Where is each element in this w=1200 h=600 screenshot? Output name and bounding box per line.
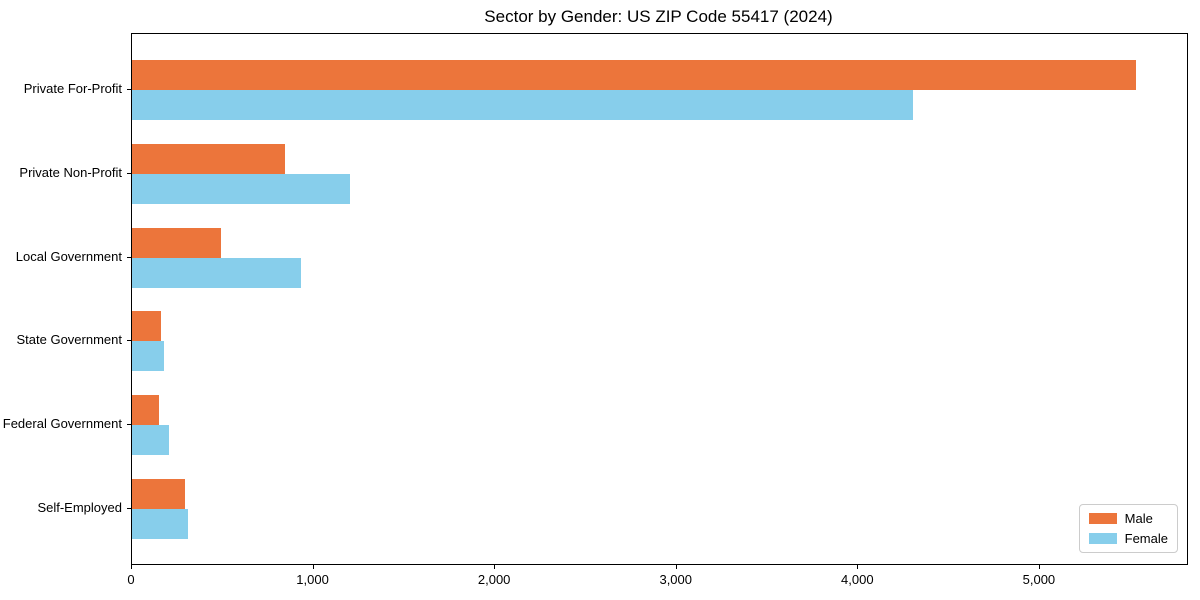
legend-item-female: Female (1088, 531, 1168, 546)
legend-swatch-male (1088, 513, 1117, 524)
y-tick-mark (127, 508, 131, 509)
bar-male-5 (132, 479, 185, 509)
x-tick-label: 5,000 (1022, 572, 1056, 587)
x-tick-label: 0 (127, 572, 135, 587)
x-tick-mark (494, 565, 496, 569)
x-tick-mark (675, 565, 677, 569)
bar-male-0 (132, 60, 1137, 90)
legend-swatch-female (1088, 533, 1117, 544)
x-tick-label: 2,000 (477, 572, 511, 587)
legend-item-male: Male (1088, 511, 1168, 526)
chart-title: Sector by Gender: US ZIP Code 55417 (202… (484, 7, 833, 26)
x-tick-mark (131, 565, 132, 569)
y-tick-label: Private Non-Profit (19, 164, 122, 180)
y-tick-mark (127, 424, 131, 426)
bar-female-3 (132, 341, 164, 372)
y-tick-label: Local Government (15, 248, 122, 264)
bar-female-4 (132, 425, 170, 456)
x-tick-mark (857, 565, 859, 569)
x-tick-mark (1038, 565, 1040, 569)
y-tick-mark (127, 340, 131, 342)
y-tick-mark (127, 172, 131, 174)
bar-male-1 (132, 143, 285, 174)
bar-female-1 (132, 173, 350, 204)
y-tick-mark (127, 256, 131, 258)
x-tick-label: 4,000 (841, 572, 874, 587)
y-tick-label: Federal Government (2, 416, 122, 432)
plot-area: Male Female (131, 33, 1188, 565)
y-tick-label: State Government (16, 332, 123, 348)
bar-female-0 (132, 90, 913, 120)
x-tick-label: 1,000 (296, 572, 329, 587)
legend-label-female: Female (1124, 531, 1168, 546)
bar-female-5 (132, 509, 189, 539)
bar-male-3 (132, 311, 162, 342)
legend: Male Female (1078, 504, 1178, 553)
x-tick-label: 3,000 (659, 572, 693, 587)
bar-male-4 (132, 395, 160, 426)
bar-male-2 (132, 227, 221, 258)
bar-female-2 (132, 257, 301, 288)
y-tick-label: Private For-Profit (23, 81, 122, 96)
y-tick-mark (127, 89, 131, 90)
legend-label-male: Male (1124, 511, 1153, 526)
x-tick-mark (312, 565, 314, 569)
y-tick-label: Self-Employed (37, 500, 122, 515)
